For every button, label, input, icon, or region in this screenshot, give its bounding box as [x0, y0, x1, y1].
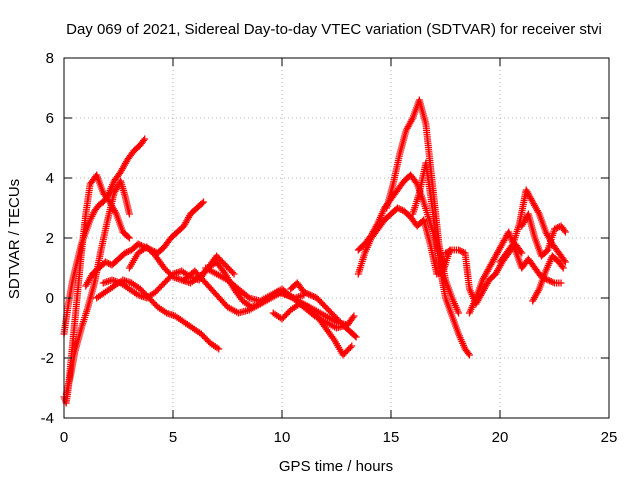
data-point-marker: [446, 247, 454, 255]
series-arc-3: [62, 177, 133, 398]
data-point-marker: [397, 206, 405, 213]
data-point-marker: [561, 228, 569, 236]
data-point-marker: [518, 249, 526, 257]
data-point-marker: [215, 345, 223, 353]
data-point-marker: [308, 292, 316, 300]
data-point-marker: [445, 248, 453, 255]
x-axis-label: GPS time / hours: [279, 458, 393, 475]
data-point-marker: [136, 241, 144, 249]
data-point-marker: [455, 309, 463, 317]
data-point-marker: [352, 333, 360, 341]
data-point-marker: [546, 277, 554, 285]
data-point-marker: [198, 199, 206, 207]
data-point-marker: [559, 264, 567, 272]
series-arc-10: [269, 300, 356, 359]
series-arc-14: [383, 96, 463, 317]
x-tick-label: 5: [169, 429, 177, 446]
data-point-marker: [560, 257, 568, 264]
data-point-marker: [125, 234, 133, 242]
y-tick-label: 6: [46, 110, 54, 127]
data-point-marker: [443, 248, 451, 256]
data-point-marker: [123, 248, 131, 256]
data-point-marker: [346, 344, 354, 351]
data-point-marker: [200, 198, 208, 206]
data-point-marker: [394, 204, 402, 212]
data-point-marker: [103, 259, 111, 267]
data-point-marker: [230, 270, 238, 278]
y-tick-label: 8: [46, 50, 54, 67]
series-arc-11: [287, 279, 360, 341]
x-tick-label: 0: [60, 429, 68, 446]
y-tick-label: -2: [41, 350, 54, 367]
data-point-marker: [551, 225, 558, 233]
data-point-marker: [552, 224, 560, 232]
data-point-marker: [229, 269, 237, 276]
chart-title: Day 069 of 2021, Sidereal Day-to-day VTE…: [66, 21, 602, 38]
data-point-marker: [124, 248, 132, 255]
series-arc-4: [82, 198, 208, 290]
x-tick-label: 25: [601, 429, 618, 446]
data-point-marker: [300, 288, 308, 296]
series-arc-19: [518, 210, 569, 260]
data-point-marker: [442, 249, 449, 257]
data-point-marker: [561, 258, 569, 266]
data-point-marker: [351, 332, 359, 340]
data-point-marker: [458, 248, 466, 255]
axis-ticks: 0 5 10 15 20 25 -4 -2 0 2 4 6 8: [41, 50, 618, 446]
data-point-marker: [125, 210, 133, 218]
data-point-marker: [455, 246, 463, 254]
data-point-marker: [560, 227, 568, 234]
x-tick-label: 15: [383, 429, 400, 446]
data-point-marker: [303, 290, 311, 297]
data-point-marker: [305, 290, 313, 298]
data-point-marker: [465, 351, 473, 359]
grid-lines: [64, 58, 609, 418]
data-point-marker: [121, 249, 129, 257]
data-point-marker: [306, 291, 314, 299]
data-point-marker: [310, 293, 318, 300]
y-axis-label: SDTVAR / TECUs: [6, 179, 23, 299]
data-point-marker: [350, 312, 358, 320]
data-point-marker: [395, 205, 403, 213]
y-tick-label: 0: [46, 290, 54, 307]
data-point-marker: [134, 240, 142, 248]
y-tick-label: -4: [41, 410, 54, 427]
data-point-marker: [549, 278, 557, 286]
data-point-marker: [349, 314, 357, 321]
series-arc-15: [409, 159, 473, 359]
series-arc-5: [93, 276, 223, 353]
data-point-marker: [547, 278, 555, 285]
data-point-marker: [141, 135, 149, 143]
data-point-marker: [348, 342, 356, 350]
data-point-marker: [544, 276, 552, 284]
data-point-marker: [557, 279, 565, 287]
data-point-marker: [140, 137, 148, 144]
data-point-marker: [464, 350, 472, 357]
data-point-marker: [456, 247, 464, 255]
x-tick-label: 20: [492, 429, 509, 446]
series-arc-20: [529, 252, 567, 305]
data-point-marker: [301, 289, 309, 297]
data-point-marker: [101, 258, 109, 266]
y-tick-label: 2: [46, 230, 54, 247]
data-points: [60, 96, 569, 407]
data-point-marker: [558, 263, 566, 270]
y-tick-label: 4: [46, 170, 54, 187]
data-point-marker: [124, 233, 132, 241]
data-point-marker: [508, 242, 516, 249]
x-tick-label: 10: [274, 429, 291, 446]
data-point-marker: [433, 270, 441, 278]
